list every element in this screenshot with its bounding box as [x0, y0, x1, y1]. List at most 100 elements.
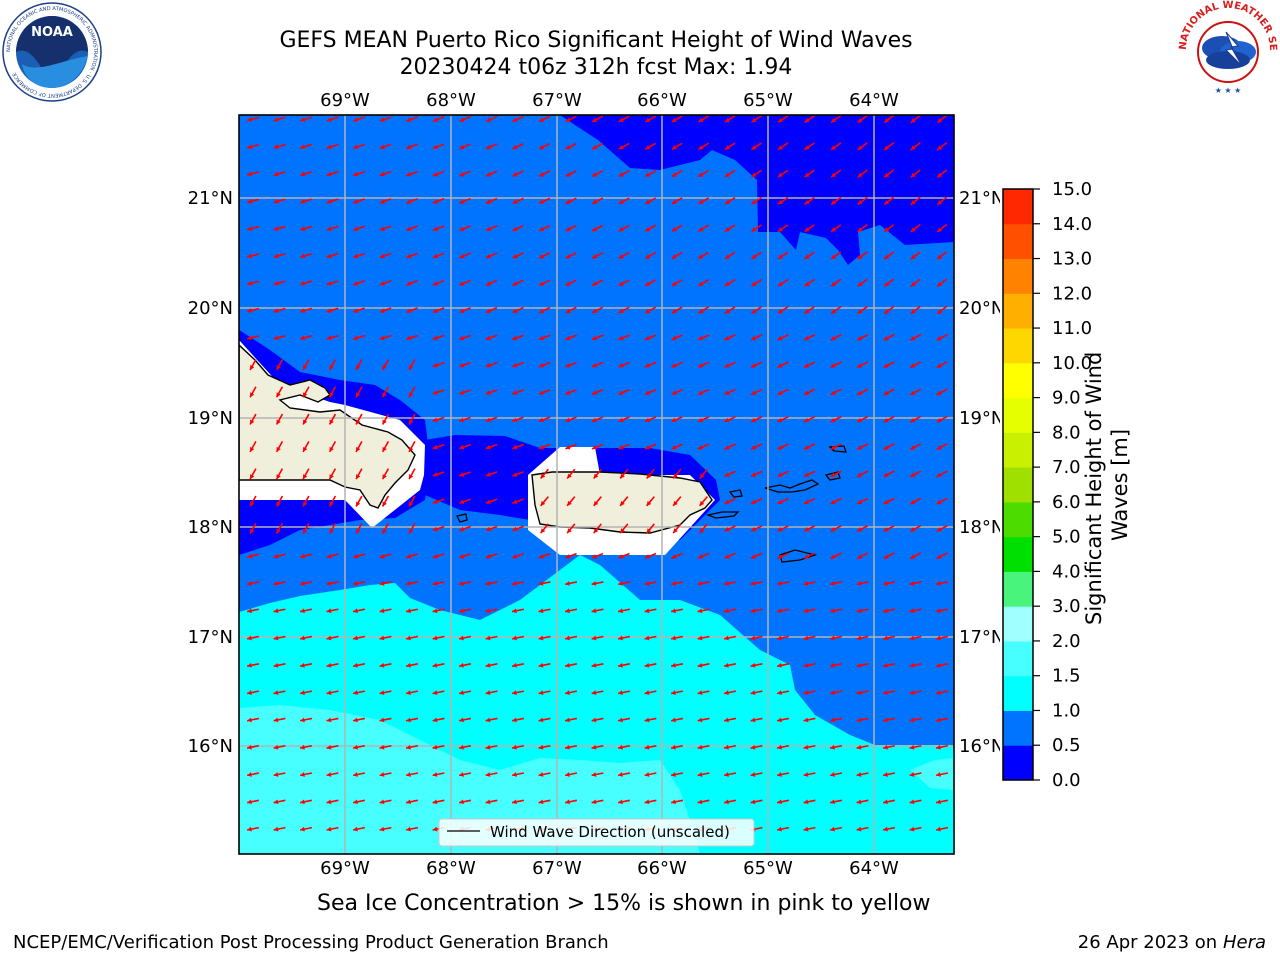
wind-arrow	[829, 717, 843, 723]
wind-arrow	[724, 552, 736, 560]
wind-arrow	[909, 608, 922, 614]
wind-arrow	[618, 306, 630, 314]
wind-arrow	[405, 799, 419, 805]
wind-arrow	[699, 523, 708, 534]
wind-arrow	[511, 744, 525, 750]
wind-arrow	[512, 443, 524, 450]
wind-arrow	[857, 142, 868, 151]
wind-arrow	[326, 662, 339, 668]
wind-arrow	[355, 413, 363, 425]
wind-arrow	[750, 799, 763, 805]
wind-arrow	[697, 388, 710, 396]
lon-label-bottom-64w: 64°W	[849, 858, 899, 879]
wind-arrow	[910, 169, 921, 178]
wind-arrow	[909, 662, 922, 668]
wind-arrow	[803, 581, 816, 586]
wind-arrow	[485, 197, 498, 205]
wind-arrow	[246, 826, 260, 832]
wind-arrow	[644, 443, 657, 450]
wind-arrow	[299, 799, 313, 805]
wind-arrow	[935, 717, 949, 723]
wind-arrow	[512, 416, 524, 423]
wind-arrow	[432, 116, 445, 122]
wind-arrow	[724, 361, 736, 368]
wind-arrow	[830, 443, 842, 451]
wind-arrow	[670, 772, 684, 777]
wind-arrow	[379, 143, 392, 150]
wind-arrow	[485, 170, 498, 177]
wind-arrow	[936, 524, 948, 533]
wind-arrow	[750, 581, 763, 586]
wind-arrow	[644, 251, 657, 260]
wind-arrow	[697, 744, 710, 750]
wind-arrow	[512, 334, 524, 341]
wind-arrow	[723, 772, 737, 777]
wind-arrow	[565, 306, 577, 314]
wind-arrow	[591, 799, 604, 805]
wind-arrow	[353, 170, 365, 177]
wind-arrow	[381, 522, 390, 535]
wind-arrow	[804, 251, 815, 260]
wind-arrow	[671, 197, 683, 205]
wind-arrow	[246, 690, 260, 695]
wind-arrow	[326, 772, 339, 777]
wind-arrow	[512, 471, 524, 477]
wind-arrow	[300, 253, 312, 259]
wind-arrow	[671, 142, 683, 151]
wind-arrow	[618, 552, 630, 559]
wind-arrow	[910, 223, 921, 233]
wind-arrow	[883, 305, 895, 315]
colorbar-tick-label: 2.0	[1052, 631, 1081, 652]
wind-arrow	[883, 169, 895, 178]
wind-arrow	[353, 225, 365, 231]
footer-date: 26 Apr 2023 on Hera	[1078, 932, 1266, 953]
colorbar-segment	[1003, 640, 1033, 677]
wind-arrow	[830, 333, 842, 341]
wind-arrow	[882, 744, 896, 750]
wind-arrow	[273, 717, 286, 723]
wind-arrow	[697, 251, 710, 260]
wind-arrow	[644, 581, 657, 586]
wind-arrow	[644, 690, 657, 695]
lat-label-left-20n: 20°N	[188, 298, 233, 319]
wind-arrow	[538, 142, 551, 150]
wind-arrow	[697, 443, 710, 450]
wind-arrow	[355, 359, 363, 371]
wind-arrow	[724, 470, 736, 478]
wind-arrow	[723, 799, 737, 805]
wind-arrow	[750, 525, 763, 532]
wind-arrow	[909, 333, 922, 341]
wind-arrow	[750, 717, 763, 723]
wind-arrow	[883, 552, 895, 560]
wind-arrow	[275, 522, 284, 535]
wind-arrow	[405, 826, 419, 832]
wind-arrow	[459, 416, 471, 423]
wind-arrow	[591, 389, 604, 395]
lat-label-right-21n: 21°N	[959, 188, 1000, 209]
colorbar-tick-label: 13.0	[1052, 249, 1092, 270]
lat-label-right-16n: 16°N	[959, 736, 1000, 757]
wind-arrow	[355, 495, 363, 507]
wind-arrow	[617, 744, 631, 750]
map-legend: Wind Wave Direction (unscaled)	[438, 818, 755, 847]
wind-arrow	[856, 799, 869, 805]
wind-arrow	[591, 197, 604, 205]
wind-arrow	[249, 440, 257, 453]
wind-arrow	[935, 772, 949, 777]
wind-arrow	[459, 389, 471, 395]
wind-arrow	[856, 662, 869, 668]
wind-arrow	[328, 386, 337, 398]
lat-label-right-20n: 20°N	[959, 298, 1000, 319]
wind-arrow	[672, 496, 682, 507]
lon-label-top-64w: 64°W	[849, 90, 899, 111]
wind-arrow	[275, 413, 284, 425]
wind-arrow	[936, 552, 948, 560]
wind-arrow	[697, 306, 710, 314]
wind-arrow	[857, 305, 868, 315]
wind-arrow	[273, 772, 286, 777]
wind-arrow	[936, 388, 948, 396]
wind-arrow	[538, 389, 551, 395]
wind-arrow	[246, 280, 260, 286]
colorbar-tick-label: 8.0	[1052, 422, 1081, 443]
wind-arrow	[856, 717, 869, 723]
